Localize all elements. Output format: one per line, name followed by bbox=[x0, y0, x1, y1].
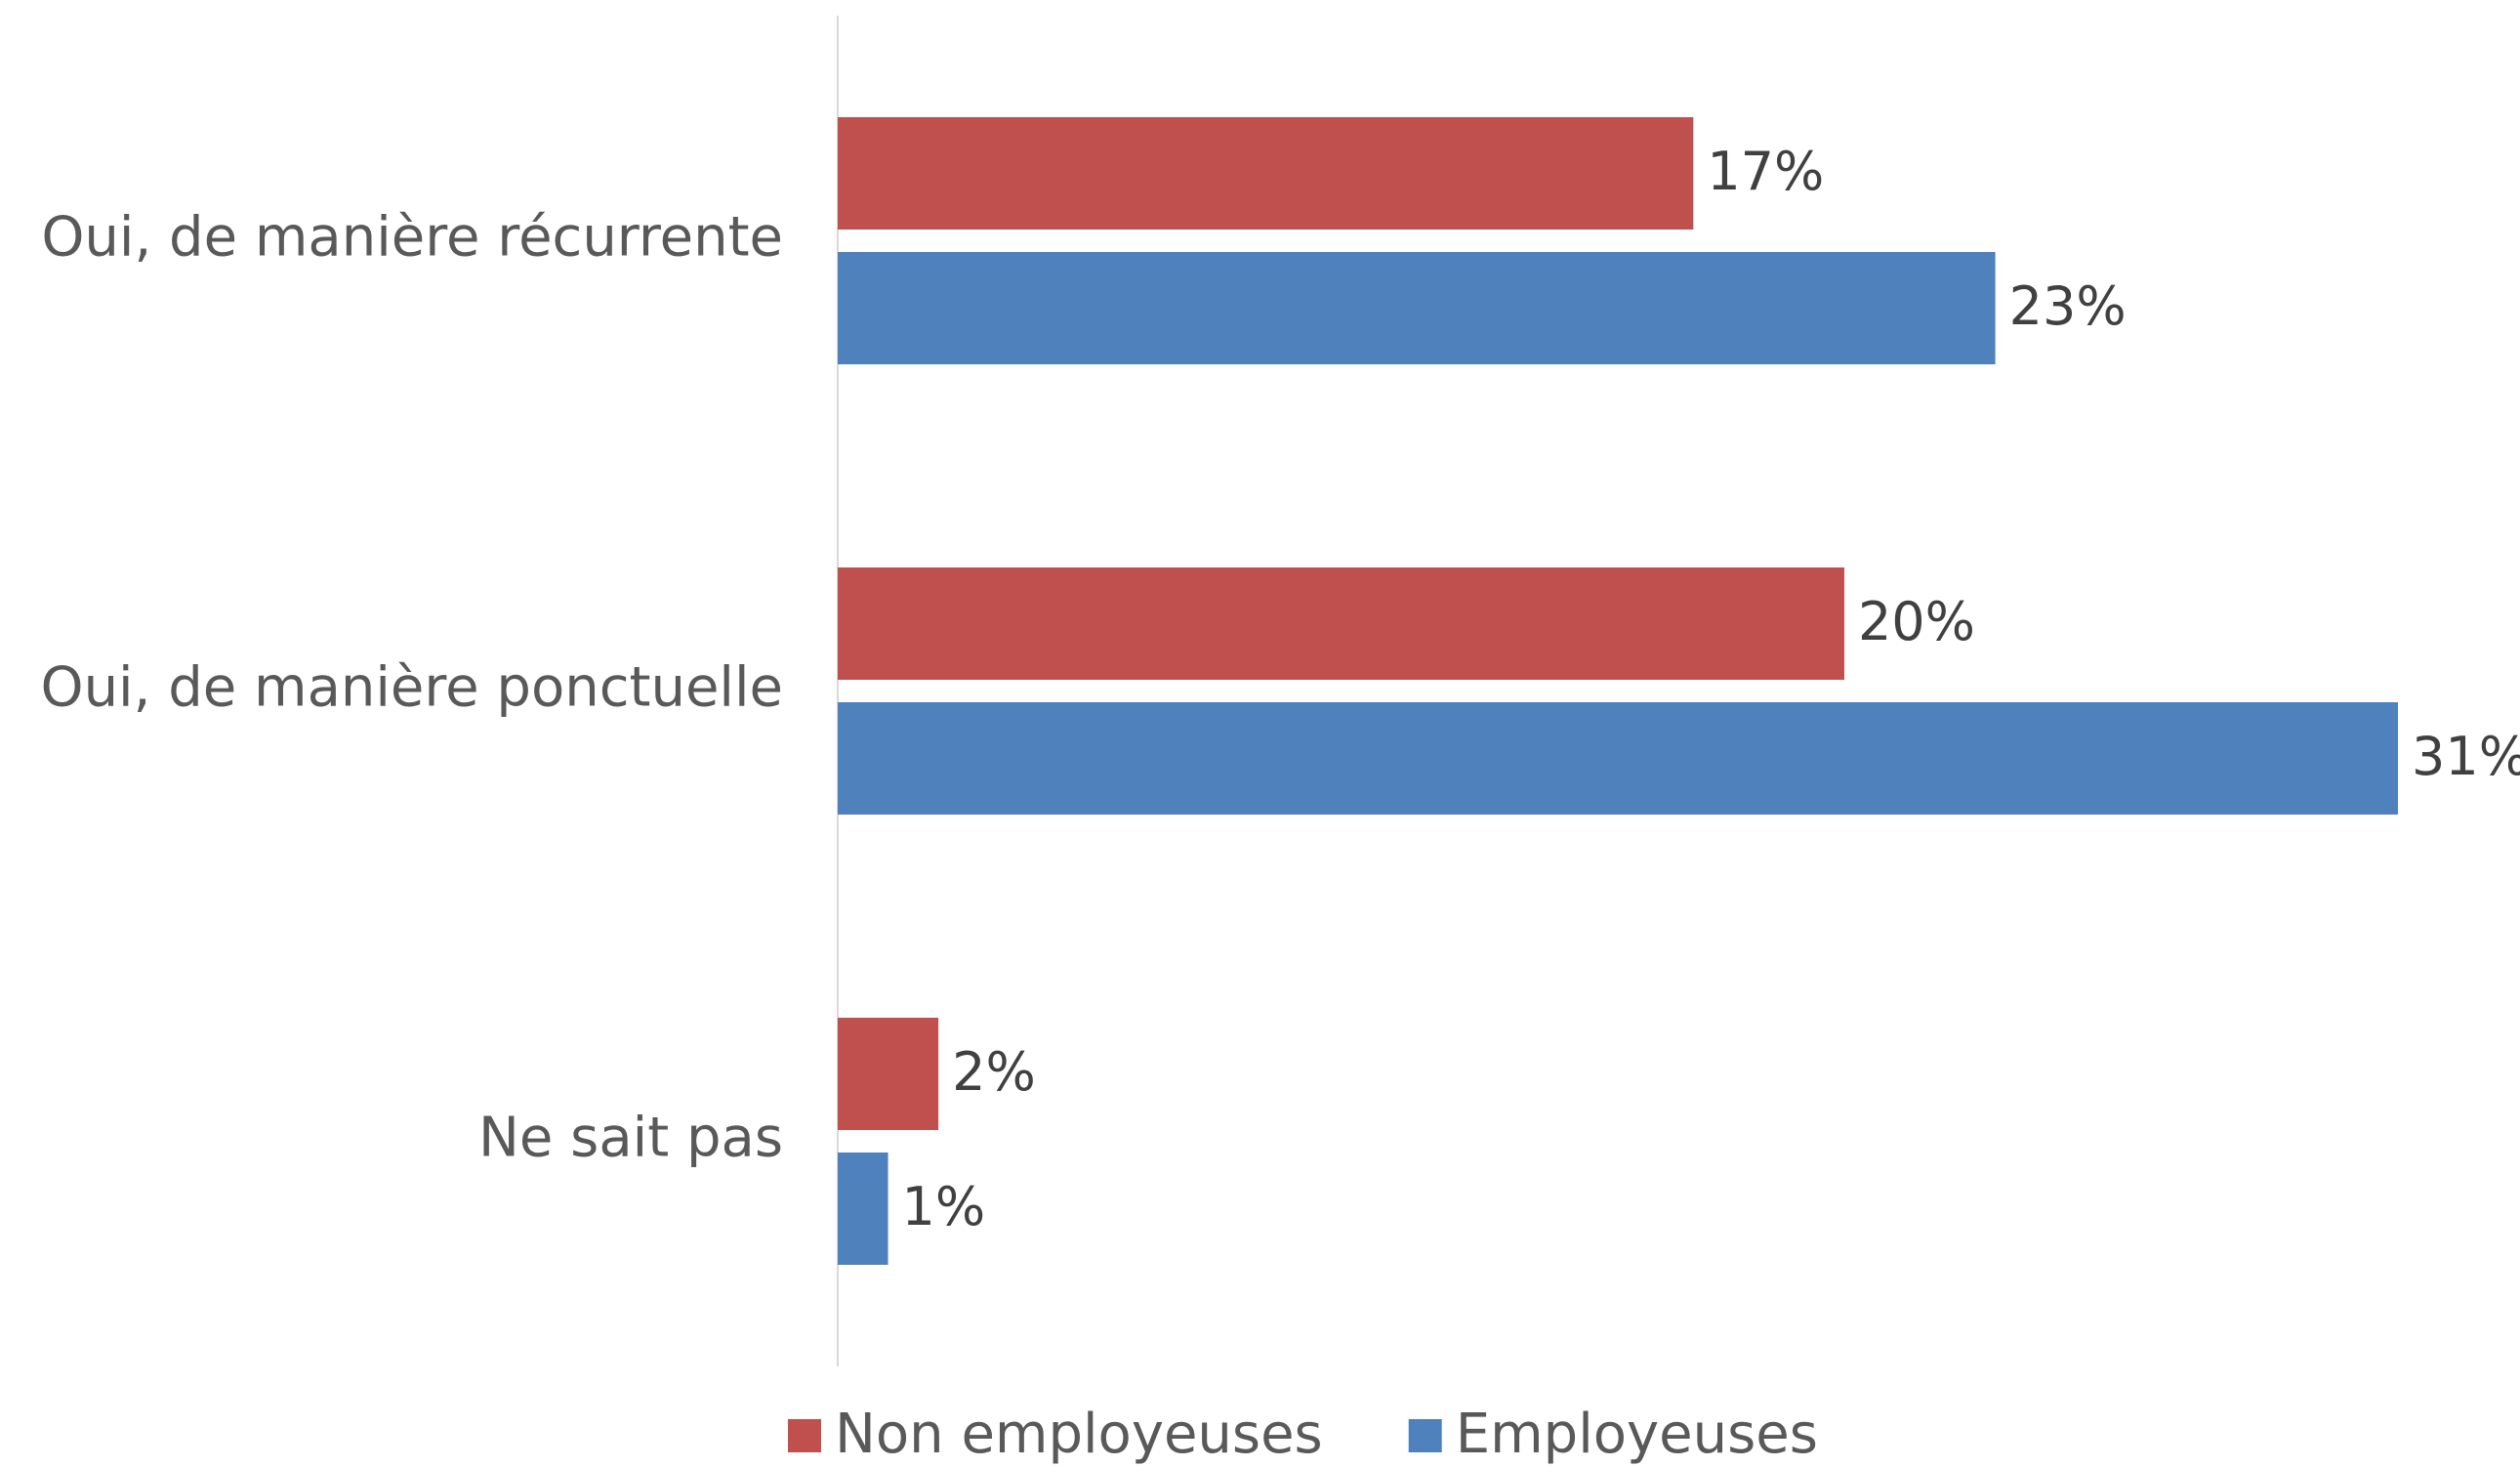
bar bbox=[838, 252, 1996, 364]
data-label: 31% bbox=[2412, 726, 2520, 787]
bar bbox=[838, 702, 2398, 815]
data-label: 20% bbox=[1858, 591, 1975, 652]
legend-swatch bbox=[788, 1419, 821, 1452]
data-label: 2% bbox=[952, 1041, 1036, 1103]
category-label: Oui, de manière récurrente bbox=[41, 206, 783, 270]
bar bbox=[838, 567, 1844, 680]
legend-swatch bbox=[1408, 1419, 1442, 1452]
legend-label: Non employeuses bbox=[835, 1403, 1323, 1466]
bar bbox=[838, 1018, 939, 1130]
bar bbox=[838, 117, 1694, 230]
category-label: Ne sait pas bbox=[478, 1107, 783, 1170]
bar bbox=[838, 1153, 888, 1265]
data-label: 17% bbox=[1707, 141, 1824, 202]
data-label: 23% bbox=[2009, 275, 2127, 337]
data-label: 1% bbox=[902, 1176, 986, 1237]
category-label: Oui, de manière ponctuelle bbox=[40, 656, 783, 720]
legend-label: Employeuses bbox=[1456, 1403, 1818, 1466]
